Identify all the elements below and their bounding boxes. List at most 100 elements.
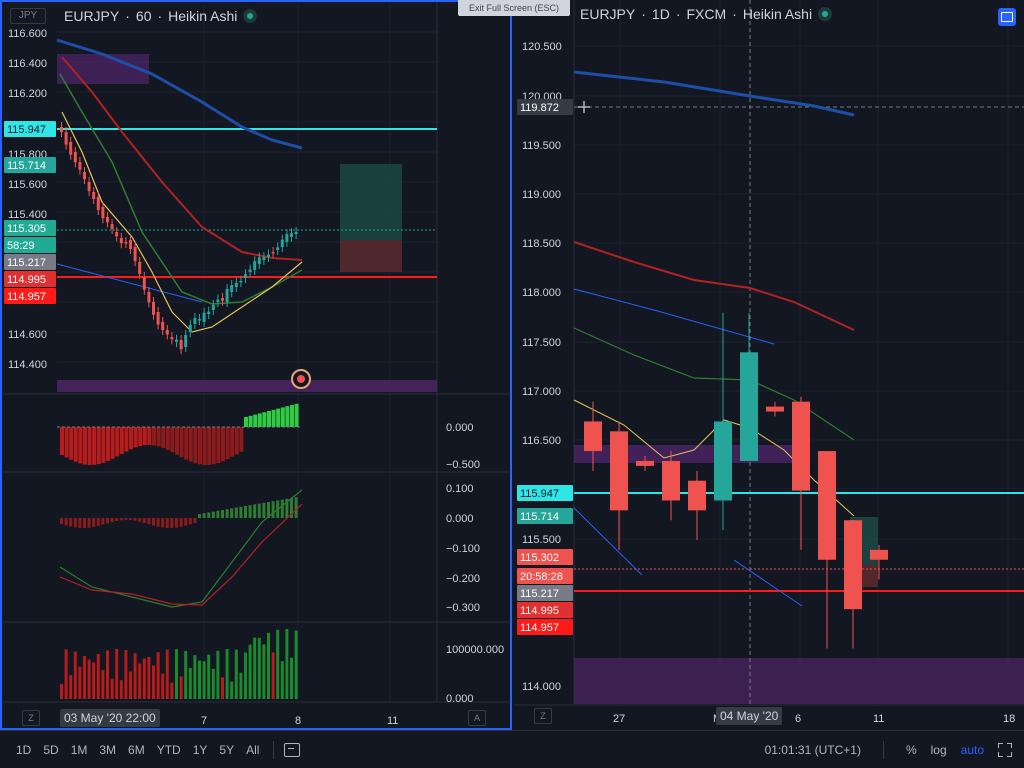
macd-histogram-bar (211, 511, 215, 518)
volume-label: 0.000 (446, 693, 474, 705)
momentum-bar (96, 427, 101, 465)
left-price-tag-bg (4, 121, 56, 137)
macd-histogram-bar (87, 518, 91, 528)
left-chart-type[interactable]: Heikin Ashi (168, 8, 238, 24)
right-price-label: 118.000 (522, 287, 561, 299)
left-symbol[interactable]: EURJPY (64, 8, 120, 24)
left-chart-pane[interactable]: 116.600 116.400 116.200 115.800 115.600 115.4… (0, 0, 512, 730)
fullscreen-icon[interactable] (998, 8, 1016, 26)
heikin-ashi-candle (267, 254, 270, 257)
range-1m[interactable]: 1M (70, 742, 88, 757)
macd-histogram-bar (170, 518, 174, 528)
volume-bar (248, 644, 252, 699)
macd-histogram-bar (239, 506, 243, 518)
currency-badge-icon[interactable]: JPY (10, 8, 46, 24)
right-demand-zone (574, 658, 1024, 704)
heikin-ashi-candle (225, 289, 229, 302)
range-ytd[interactable]: YTD (156, 742, 181, 757)
percent-scale-toggle[interactable]: % (905, 743, 917, 757)
right-price-tag-bg (517, 568, 573, 584)
daily-trend-line-upper (573, 288, 775, 345)
heikin-ashi-candle (138, 262, 142, 275)
macd-histogram-bar (230, 508, 234, 518)
momentum-bar (244, 417, 248, 427)
volume-bar (262, 644, 266, 699)
clock-display[interactable]: 01:01:31 (UTC+1) (764, 743, 861, 757)
calendar-range-icon[interactable] (284, 742, 301, 757)
volume-bar (234, 649, 238, 699)
heikin-ashi-candle (193, 318, 197, 324)
macd-histogram-bar (216, 510, 220, 518)
right-chart-type[interactable]: Heikin Ashi (742, 6, 813, 22)
momentum-bar (115, 427, 120, 457)
range-6m[interactable]: 6M (128, 742, 145, 757)
volume-bar (161, 673, 165, 699)
heikin-ashi-candle (285, 234, 289, 242)
momentum-bar (73, 427, 78, 462)
right-zoom-button[interactable]: Z (534, 708, 552, 724)
left-interval[interactable]: 60 (135, 8, 152, 24)
momentum-bar (142, 427, 147, 446)
daily-heikin-ashi-candle (662, 460, 680, 501)
macd-histogram-bar (133, 518, 137, 521)
left-zoom-button[interactable]: Z (22, 710, 40, 726)
macd-histogram-bar (156, 518, 160, 527)
auto-scale-toggle[interactable]: auto (960, 743, 984, 757)
volume-label: 100000.000 (446, 644, 504, 656)
log-scale-toggle[interactable]: log (930, 743, 947, 757)
heikin-ashi-candle (257, 257, 261, 264)
right-price-label: 115.500 (522, 534, 561, 546)
volume-bar (101, 670, 105, 699)
heikin-ashi-candle (239, 280, 243, 283)
left-demand-zone (57, 380, 437, 392)
volume-bar (285, 629, 289, 699)
range-1y[interactable]: 1Y (192, 742, 208, 757)
heikin-ashi-candle (207, 311, 211, 314)
volume-bar (69, 675, 73, 699)
momentum-bar (156, 427, 161, 447)
heikin-ashi-candle (271, 252, 275, 254)
range-5d[interactable]: 5D (43, 742, 59, 757)
right-interval[interactable]: 1D (651, 6, 670, 22)
left-price-tag-bg (4, 254, 56, 270)
right-chart-pane[interactable]: 120.500 120.000 119.500 119.000 118.500 118.0… (514, 0, 1024, 730)
right-crosshair-date: 04 May '20 (716, 707, 783, 725)
osc2-label: −0.300 (446, 602, 480, 614)
macd-histogram-bar (193, 518, 197, 524)
momentum-bar (147, 427, 152, 446)
expand-icon[interactable] (998, 743, 1012, 757)
volume-bar (202, 661, 206, 699)
trend-line (56, 263, 203, 303)
heikin-ashi-candle (221, 298, 224, 301)
range-5y[interactable]: 5Y (219, 742, 235, 757)
left-price-tag: 114.995 (7, 274, 46, 286)
range-all[interactable]: All (246, 742, 260, 757)
volume-bar (175, 649, 178, 699)
left-chart-canvas[interactable]: 116.600116.400116.200115.800115.600115.4… (2, 2, 510, 728)
momentum-bar (230, 427, 235, 457)
heikin-ashi-candle (96, 197, 100, 210)
momentum-bar (119, 427, 124, 454)
momentum-bar (110, 427, 115, 459)
macd-histogram-bar (248, 505, 252, 518)
heikin-ashi-candle (115, 232, 119, 237)
heikin-ashi-candle (152, 302, 155, 315)
daily-heikin-ashi-candle (870, 549, 888, 560)
range-3m[interactable]: 3M (99, 742, 117, 757)
volume-bar (188, 667, 192, 699)
left-auto-scale-button[interactable]: A (468, 710, 486, 726)
right-price-tag: 114.995 (520, 605, 559, 617)
heikin-ashi-candle (165, 330, 169, 335)
macd-histogram-bar (161, 518, 165, 528)
volume-bar (280, 661, 284, 699)
heikin-ashi-candle (124, 242, 128, 244)
long-position-loss-zone (340, 240, 402, 272)
volume-bar (60, 684, 63, 699)
momentum-bar (161, 427, 166, 448)
right-symbol[interactable]: EURJPY (580, 6, 636, 22)
right-chart-canvas[interactable]: 120.500120.000119.500119.000118.500118.0… (514, 0, 1024, 730)
volume-bar (165, 649, 169, 699)
range-1d[interactable]: 1D (16, 742, 32, 757)
left-supply-zone (57, 54, 149, 84)
momentum-bar (216, 427, 221, 463)
